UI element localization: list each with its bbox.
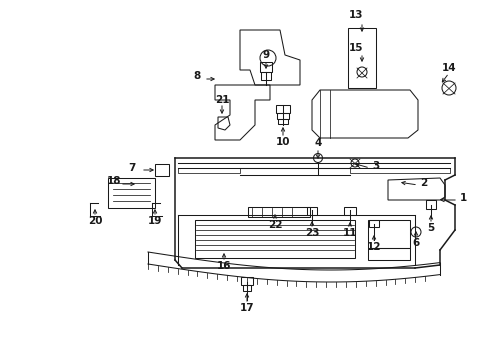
Bar bbox=[108, 178, 155, 208]
Text: 3: 3 bbox=[371, 161, 379, 171]
Text: 23: 23 bbox=[304, 228, 319, 238]
Text: 11: 11 bbox=[342, 228, 357, 238]
Text: 13: 13 bbox=[348, 10, 363, 20]
Text: 4: 4 bbox=[314, 138, 321, 148]
Bar bbox=[247, 207, 309, 217]
Bar bbox=[367, 220, 409, 248]
Text: 16: 16 bbox=[216, 261, 231, 271]
Bar bbox=[275, 105, 289, 113]
Text: 19: 19 bbox=[147, 216, 162, 226]
Text: 22: 22 bbox=[267, 220, 282, 230]
Text: 20: 20 bbox=[87, 216, 102, 226]
Bar bbox=[425, 200, 435, 209]
Bar bbox=[343, 207, 355, 215]
Text: 9: 9 bbox=[262, 50, 269, 60]
Bar bbox=[347, 28, 375, 88]
Bar bbox=[367, 248, 409, 260]
Bar bbox=[261, 72, 270, 80]
Text: 6: 6 bbox=[411, 238, 419, 248]
Text: 18: 18 bbox=[107, 176, 121, 186]
Text: 17: 17 bbox=[239, 303, 254, 313]
Bar bbox=[260, 62, 271, 72]
Bar bbox=[195, 220, 354, 258]
Text: 7: 7 bbox=[128, 163, 135, 173]
Bar bbox=[368, 220, 378, 227]
Text: 1: 1 bbox=[459, 193, 467, 203]
Bar bbox=[155, 164, 169, 176]
Bar bbox=[241, 277, 252, 285]
Text: 15: 15 bbox=[348, 43, 363, 53]
Bar bbox=[276, 113, 288, 119]
Text: 8: 8 bbox=[193, 71, 200, 81]
Text: 2: 2 bbox=[419, 178, 427, 188]
Text: 5: 5 bbox=[427, 223, 434, 233]
Text: 14: 14 bbox=[441, 63, 455, 73]
Text: 10: 10 bbox=[275, 137, 290, 147]
Text: 21: 21 bbox=[214, 95, 229, 105]
Bar bbox=[243, 285, 250, 291]
Text: 12: 12 bbox=[366, 242, 381, 252]
Bar bbox=[278, 119, 287, 124]
Bar bbox=[306, 207, 316, 215]
